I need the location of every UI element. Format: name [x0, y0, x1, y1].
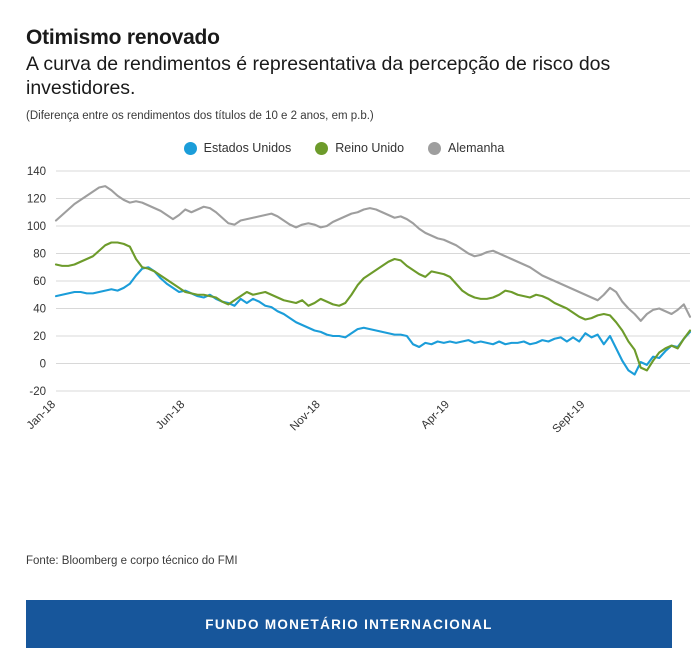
legend-dot-icon-estados-unidos — [183, 141, 197, 155]
legend-dot-icon-reino-unido — [315, 141, 329, 155]
y-axis-tick-label: 0 — [40, 359, 46, 371]
y-axis-tick-label: 120 — [27, 194, 46, 206]
legend-dot-icon-alemanha — [428, 141, 442, 155]
y-axis-tick-label: 60 — [33, 276, 46, 288]
footer-bar: FUNDO MONETÁRIO INTERNACIONAL — [26, 600, 672, 648]
y-axis-tick-label: 140 — [27, 166, 46, 178]
line-chart-svg: -20 0 20 40 60 80 100 120 140 Jan-18 Jun-18 Nov-18 A… — [25, 166, 692, 436]
legend-item-reino-unido[interactable]: Reino Unido — [315, 141, 404, 155]
legend-label-alemanha: Alemanha — [448, 141, 505, 156]
chart-units-note: (Diferença entre os rendimentos dos títu… — [26, 110, 374, 123]
y-axis-tick-label: -20 — [29, 386, 46, 398]
legend-label-reino-unido: Reino Unido — [335, 141, 405, 156]
y-axis-tick-label: 40 — [33, 304, 46, 316]
y-axis-tick-label: 100 — [27, 221, 46, 233]
legend-label-estados-unidos: Estados Unidos — [203, 141, 292, 156]
chart-plot-area: -20 0 20 40 60 80 100 120 140 Jan-18 Jun-18 Nov-18 A… — [0, 163, 698, 473]
x-axis-tick-label: Jun-18 — [154, 399, 187, 432]
series-line-alemanha — [54, 185, 692, 323]
x-axis-tick-label: Sept-19 — [551, 399, 588, 436]
legend-item-alemanha[interactable]: Alemanha — [428, 141, 504, 155]
chart-subtitle: A curva de rendimentos é representativa … — [26, 52, 611, 99]
series-line-estados-unidos — [54, 266, 692, 376]
legend-item-estados-unidos[interactable]: Estados Unidos — [183, 141, 292, 156]
chart-header: Otimismo renovado A curva de rendimentos… — [0, 0, 698, 124]
y-axis-tick-label: 80 — [33, 249, 46, 261]
x-axis-tick-label: Apr-19 — [419, 399, 452, 432]
chart-legend: Estados Unidos Reino Unido Alemanha — [0, 141, 698, 155]
x-axis-tick-label: Nov-18 — [288, 399, 323, 434]
x-axis-tick-label: Jan-18 — [25, 399, 58, 432]
page-title: Otimismo renovado — [26, 26, 220, 49]
footer-organization-name: FUNDO MONETÁRIO INTERNACIONAL — [205, 616, 493, 632]
chart-source-note: Fonte: Bloomberg e corpo técnico do FMI — [26, 555, 238, 567]
series-line-reino-unido — [54, 241, 692, 372]
y-axis-tick-label: 20 — [33, 331, 46, 343]
